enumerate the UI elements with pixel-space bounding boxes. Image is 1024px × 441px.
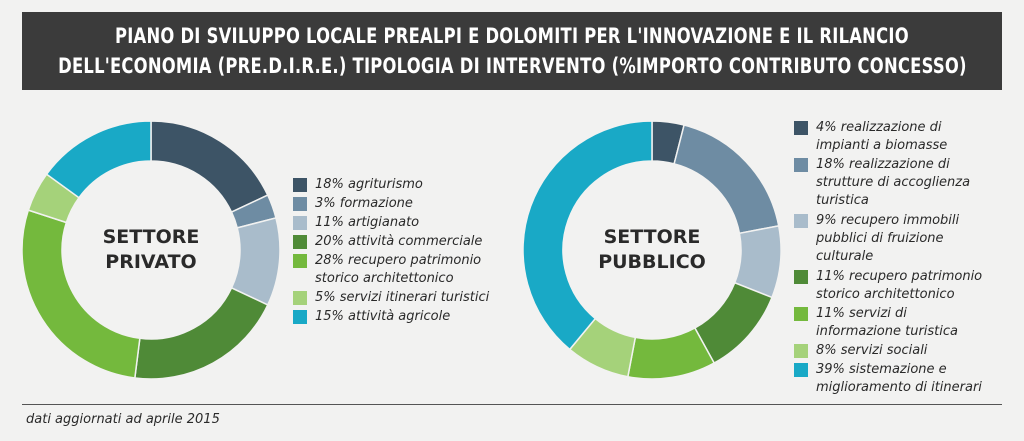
legend-label-line: 4% realizzazione di (816, 120, 942, 135)
donut-chart-privato (21, 120, 281, 380)
legend-swatch (293, 235, 307, 249)
legend-label: 4% realizzazione di impianti a biomasse (816, 119, 947, 155)
legend-label: 8% servizi sociali (816, 342, 927, 360)
legend-label-line: 18% agriturismo (315, 177, 423, 192)
legend-label-line: 11% servizi di (816, 306, 907, 321)
legend-label-line: 11% recupero patrimonio (816, 269, 983, 284)
legend-label: 11% servizi di informazione turistica (816, 305, 958, 341)
legend-item: 4% realizzazione di impianti a biomasse (794, 119, 947, 155)
center-label-pubblico: SETTORE PUBBLICO (592, 225, 712, 275)
legend-label-line: 5% servizi itinerari turistici (315, 290, 490, 305)
legend-swatch (794, 214, 808, 228)
legend-swatch (794, 270, 808, 284)
legend-swatch (794, 158, 808, 172)
legend-label-line: 8% servizi sociali (816, 343, 928, 358)
legend-label-line: strutture di accoglienza (816, 175, 971, 190)
legend-swatch (794, 121, 808, 135)
legend-label: 28% recupero patrimonio storico architett… (315, 252, 481, 288)
legend-item: 18% realizzazione di strutture di accogli… (794, 156, 970, 210)
legend-label-line: 28% recupero patrimonio (315, 253, 482, 268)
legend-item: 39% sistemazione e miglioramento di itine… (794, 361, 982, 397)
legend-label: 11% recupero patrimonio storico architett… (816, 268, 982, 304)
legend-label-line: 11% artigianato (315, 215, 420, 230)
legend-swatch (293, 291, 307, 305)
legend-swatch (293, 254, 307, 268)
legend-pubblico: 4% realizzazione di impianti a biomasse 18… (794, 119, 1009, 399)
legend-label: 3% formazione (315, 195, 413, 213)
legend-label: 20% attività commerciale (315, 233, 482, 251)
legend-label-line: impianti a biomasse (816, 138, 948, 153)
legend-swatch (293, 310, 307, 324)
legend-swatch (293, 216, 307, 230)
legend-label-line: miglioramento di itinerari (816, 380, 982, 395)
center-label-line-2: PUBBLICO (598, 251, 706, 273)
legend-swatch (293, 178, 307, 192)
center-label-privato: SETTORE PRIVATO (91, 225, 211, 275)
legend-item: 11% servizi di informazione turistica (794, 305, 958, 341)
legend-label-line: 9% recupero immobili (816, 213, 960, 228)
legend-label-line: 39% sistemazione e (816, 362, 947, 377)
legend-item: 3% formazione (293, 195, 413, 213)
legend-label-line: storico architettonico (315, 271, 454, 286)
legend-item: 15% attività agricole (293, 308, 450, 326)
footer-note: dati aggiornati ad aprile 2015 (26, 412, 220, 427)
legend-privato: 18% agriturismo 3% formazione 11% artigian… (293, 176, 513, 326)
legend-label: 11% artigianato (315, 214, 419, 232)
legend-item: 11% recupero patrimonio storico architett… (794, 268, 982, 304)
legend-item: 9% recupero immobili pubblici di fruizion… (794, 212, 959, 266)
donut-slice (133, 286, 269, 380)
legend-item: 8% servizi sociali (794, 342, 927, 360)
legend-label-line: turistica (816, 193, 869, 208)
center-label-line-1: SETTORE (102, 226, 200, 248)
footer-divider (22, 404, 1002, 405)
donut-slice (522, 120, 653, 351)
legend-item: 28% recupero patrimonio storico architett… (293, 252, 481, 288)
legend-label: 5% servizi itinerari turistici (315, 289, 489, 307)
legend-item: 5% servizi itinerari turistici (293, 289, 489, 307)
donut-chart-pubblico (522, 120, 782, 380)
legend-label-line: pubblici di fruizione (816, 231, 944, 246)
legend-label-line: storico architettonico (816, 287, 955, 302)
legend-swatch (794, 307, 808, 321)
title-banner: PIANO DI SVILUPPO LOCALE PREALPI E DOLOM… (22, 12, 1002, 90)
legend-swatch (794, 363, 808, 377)
legend-item: 20% attività commerciale (293, 233, 482, 251)
legend-label: 39% sistemazione e miglioramento di itine… (816, 361, 982, 397)
legend-label: 18% agriturismo (315, 176, 423, 194)
title-line-2: DELL'ECONOMIA (PRE.D.I.R.E.) TIPOLOGIA D… (57, 54, 967, 78)
legend-swatch (794, 344, 808, 358)
donut-slice (45, 120, 152, 199)
donut-slice (673, 124, 780, 235)
title-line-1: PIANO DI SVILUPPO LOCALE PREALPI E DOLOM… (115, 24, 909, 48)
legend-label-line: 15% attività agricole (315, 309, 451, 324)
legend-label-line: 20% attività commerciale (315, 234, 483, 249)
legend-label-line: 18% realizzazione di (816, 157, 950, 172)
legend-label: 18% realizzazione di strutture di accogli… (816, 156, 970, 210)
center-label-line-1: SETTORE (603, 226, 701, 248)
legend-label-line: informazione turistica (816, 324, 959, 339)
legend-label: 9% recupero immobili pubblici di fruizion… (816, 212, 959, 266)
legend-label-line: culturale (816, 249, 874, 264)
center-label-line-2: PRIVATO (105, 251, 197, 273)
legend-swatch (293, 197, 307, 211)
legend-item: 11% artigianato (293, 214, 419, 232)
legend-label-line: 3% formazione (315, 196, 413, 211)
legend-label: 15% attività agricole (315, 308, 450, 326)
legend-item: 18% agriturismo (293, 176, 423, 194)
donut-slice (150, 120, 269, 214)
